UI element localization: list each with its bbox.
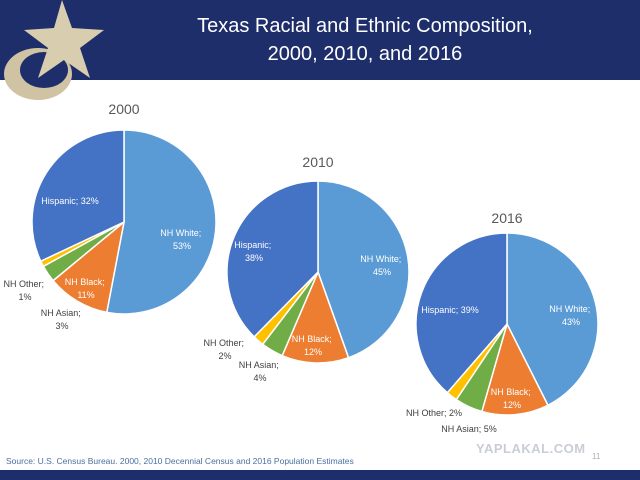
slice-label-2000-asian-line-1: NH Asian;	[41, 308, 81, 318]
slice-label-2000-asian-line-2: 3%	[55, 321, 68, 331]
slice-label-2010-hispanic-line-1: Hispanic;	[234, 240, 271, 250]
slice-label-2016-other: NH Other; 2%	[406, 408, 462, 418]
footer-bar	[0, 470, 640, 480]
page-title: Texas Racial and Ethnic Composition, 200…	[140, 12, 590, 68]
slice-label-2016-black-line-1: NH Black;	[491, 387, 531, 397]
pie-slice-2010-hispanic	[226, 180, 319, 338]
slice-label-2016-black: NH Black; 12%	[491, 387, 534, 410]
header-bar	[0, 0, 640, 80]
slice-label-2000-hispanic: Hispanic; 32%	[41, 196, 99, 206]
slice-label-2010-hispanic: Hispanic; 38%	[234, 240, 274, 263]
slice-label-2000-other-line-2: 1%	[18, 292, 31, 302]
pie-slices-2000	[31, 129, 217, 315]
pie-chart-2000: 2000 NH White; 53% NH Black; 11% NH Asia…	[3, 101, 217, 331]
pie-slice-2000-nh-white	[105, 129, 217, 315]
slice-label-2000-asian: NH Asian; 3%	[41, 308, 84, 331]
slice-label-2016-asian: NH Asian; 5%	[441, 424, 497, 434]
slice-label-2016-white: NH White; 43%	[549, 304, 593, 327]
slice-label-2000-black: NH Black; 11%	[65, 277, 108, 300]
page-number: 11	[592, 452, 601, 461]
pie-slice-2016-nh-black	[480, 321, 549, 416]
slice-label-2010-white: NH White; 45%	[360, 254, 404, 277]
slice-label-2010-white-line-2: 45%	[373, 267, 391, 277]
title-line-1: Texas Racial and Ethnic Composition,	[197, 15, 533, 37]
pie-slices-2016	[415, 232, 599, 416]
slice-label-2010-white-line-1: NH White;	[360, 254, 401, 264]
slice-label-2010-asian-line-1: NH Asian;	[239, 360, 279, 370]
slice-label-2010-asian: NH Asian; 4%	[239, 360, 282, 383]
slice-label-2000-other-line-1: NH Other;	[3, 279, 44, 289]
title-line-2: 2000, 2010, and 2016	[267, 43, 463, 65]
chart-title-2016: 2016	[491, 210, 522, 226]
slice-label-2010-other-line-1: NH Other;	[203, 338, 244, 348]
pie-slice-2016-hispanic	[415, 232, 508, 394]
slice-label-2010-black: NH Black; 12%	[292, 334, 335, 357]
pie-slice-2000-hispanic	[31, 129, 125, 263]
slice-label-2000-black-line-2: 11%	[77, 290, 94, 300]
slice-label-2010-other: NH Other; 2%	[203, 338, 246, 361]
slice-label-2010-hispanic-line-2: 38%	[245, 253, 263, 263]
pie-chart-2010: 2010 NH White; 45% NH Black; 12% NH Asia…	[203, 154, 410, 383]
slice-label-2016-hispanic: Hispanic; 39%	[421, 305, 479, 315]
pie-slice-2016-nh-white	[506, 232, 599, 407]
chart-title-2010: 2010	[302, 154, 333, 170]
slice-label-2016-white-line-1: NH White;	[549, 304, 590, 314]
source-note: Source: U.S. Census Bureau. 2000, 2010 D…	[6, 456, 354, 466]
slice-label-2016-white-line-2: 43%	[562, 317, 580, 327]
slice-label-2010-black-line-1: NH Black;	[292, 334, 332, 344]
slice-label-2010-black-line-2: 12%	[304, 347, 322, 357]
slice-label-2000-black-line-1: NH Black;	[65, 277, 105, 287]
slice-label-2000-other: NH Other; 1%	[3, 279, 46, 302]
slice-label-2000-white: NH White; 53%	[160, 228, 204, 251]
chart-title-2000: 2000	[108, 101, 139, 117]
pie-slices-2010	[226, 180, 410, 364]
slice-label-2000-white-line-2: 53%	[173, 241, 191, 251]
slice-label-2010-asian-line-2: 4%	[253, 373, 266, 383]
star-logo-icon	[4, 0, 104, 100]
slice-label-2000-white-line-1: NH White;	[160, 228, 201, 238]
pie-chart-2016: 2016 NH White; 43% NH Black; 12% NH Asia…	[406, 210, 599, 434]
pie-slice-2010-nh-white	[317, 180, 410, 359]
slice-label-2016-black-line-2: 12%	[503, 400, 521, 410]
pie-slice-2010-nh-black	[281, 269, 350, 364]
slice-label-2010-other-line-2: 2%	[218, 351, 231, 361]
watermark: YAPLAKAL.COM	[476, 441, 586, 456]
